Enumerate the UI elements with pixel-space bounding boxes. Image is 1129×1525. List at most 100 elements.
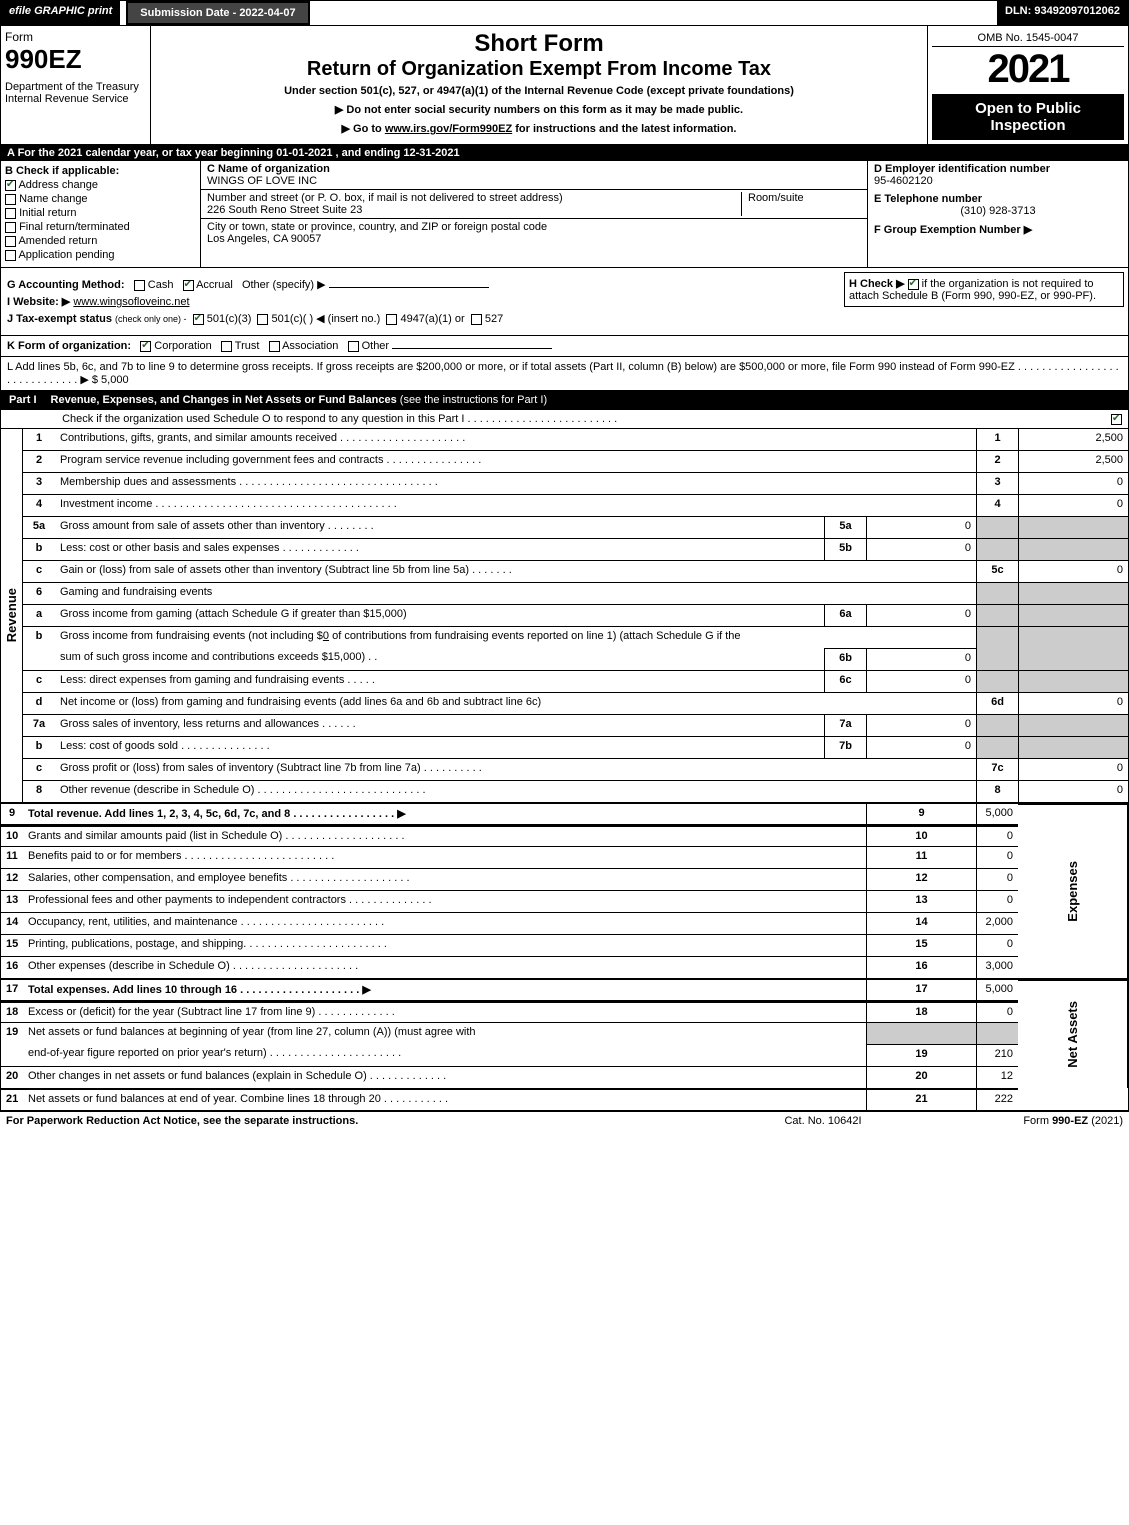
j-4947-checkbox-icon[interactable]: [386, 314, 397, 325]
row-rnum: 21: [866, 1088, 976, 1110]
row-desc: Net assets or fund balances at beginning…: [23, 1022, 866, 1044]
row-num: c: [23, 560, 55, 582]
l-text: L Add lines 5b, 6c, and 7b to line 9 to …: [7, 361, 1119, 386]
row-rnum-shade: [976, 582, 1018, 604]
k-other-checkbox-icon[interactable]: [348, 341, 359, 352]
l-value: 5,000: [101, 374, 129, 386]
cash-checkbox-icon[interactable]: [134, 280, 145, 291]
k-trust-checkbox-icon[interactable]: [221, 341, 232, 352]
j-501c-checkbox-icon[interactable]: [257, 314, 268, 325]
cb-application-pending[interactable]: Application pending: [5, 249, 196, 261]
row-desc: Contributions, gifts, grants, and simila…: [55, 428, 976, 450]
col-c: C Name of organization WINGS OF LOVE INC…: [201, 161, 868, 267]
row-rnum: 20: [866, 1066, 976, 1088]
row-num: b: [23, 538, 55, 560]
ghij-section: H Check ▶ if the organization is not req…: [0, 268, 1129, 336]
row-desc: Total expenses. Add lines 10 through 16 …: [23, 978, 866, 1000]
g-label: G Accounting Method:: [7, 279, 125, 291]
group-label: F Group Exemption Number ▶: [874, 224, 1032, 236]
j-501c3-checkbox-icon[interactable]: [193, 314, 204, 325]
row-val: 0: [1018, 494, 1128, 516]
j-4947: 4947(a)(1) or: [400, 313, 464, 325]
row-val: 2,500: [1018, 428, 1128, 450]
tel-row: E Telephone number (310) 928-3713: [874, 193, 1122, 217]
k-other-blank[interactable]: [392, 348, 552, 349]
row-desc: Other revenue (describe in Schedule O) .…: [55, 780, 976, 802]
j-527-checkbox-icon[interactable]: [471, 314, 482, 325]
revenue-category: Revenue: [1, 428, 23, 802]
website-link[interactable]: www.wingsofloveinc.net: [73, 296, 189, 308]
row-val: 0: [1018, 758, 1128, 780]
inst2-post: for instructions and the latest informat…: [512, 123, 736, 135]
row-rnum-shade: [976, 604, 1018, 626]
row-num: a: [23, 604, 55, 626]
inner-num: 5a: [824, 516, 866, 538]
row-rnum: 13: [866, 890, 976, 912]
cb-amended-return[interactable]: Amended return: [5, 235, 196, 247]
row-num: d: [23, 692, 55, 714]
row-num: 20: [1, 1066, 23, 1088]
row-desc: Occupancy, rent, utilities, and maintena…: [23, 912, 866, 934]
row-desc: Membership dues and assessments . . . . …: [55, 472, 976, 494]
cb-final-return[interactable]: Final return/terminated: [5, 221, 196, 233]
row-rnum: 4: [976, 494, 1018, 516]
org-address: 226 South Reno Street Suite 23: [207, 204, 362, 216]
header-right: OMB No. 1545-0047 2021 Open to Public In…: [928, 26, 1128, 144]
efile-label[interactable]: efile GRAPHIC print: [1, 1, 120, 25]
cb-name-change[interactable]: Name change: [5, 193, 196, 205]
tel-value: (310) 928-3713: [874, 205, 1122, 217]
row-num-blank: [23, 648, 55, 670]
cb-initial-return[interactable]: Initial return: [5, 207, 196, 219]
row-rnum: 8: [976, 780, 1018, 802]
net-assets-category: Net Assets: [1018, 978, 1128, 1088]
cb-address-change[interactable]: Address change: [5, 179, 196, 191]
instruction-2: ▶ Go to www.irs.gov/Form990EZ for instru…: [159, 122, 919, 135]
row-num: 15: [1, 934, 23, 956]
irs-link[interactable]: www.irs.gov/Form990EZ: [385, 123, 512, 135]
inner-num: 6c: [824, 670, 866, 692]
k-assoc: Association: [282, 340, 338, 352]
row-val: 2,500: [1018, 450, 1128, 472]
addr-label: Number and street (or P. O. box, if mail…: [207, 192, 563, 204]
row-num: c: [23, 670, 55, 692]
row-rnum: 3: [976, 472, 1018, 494]
part-i-checkbox-icon[interactable]: [1111, 414, 1122, 425]
k-assoc-checkbox-icon[interactable]: [269, 341, 280, 352]
k-trust: Trust: [235, 340, 260, 352]
row-rnum-shade: [976, 736, 1018, 758]
dln: DLN: 93492097012062: [997, 1, 1128, 25]
h-checkbox-icon[interactable]: [908, 279, 919, 290]
org-city-row: City or town, state or province, country…: [201, 219, 867, 247]
k-corp-checkbox-icon[interactable]: [140, 341, 151, 352]
row-num: 3: [23, 472, 55, 494]
org-addr-row: Number and street (or P. O. box, if mail…: [201, 190, 867, 219]
row-rnum: 18: [866, 1000, 976, 1022]
row-desc: Less: cost of goods sold . . . . . . . .…: [55, 736, 824, 758]
col-b: B Check if applicable: Address change Na…: [1, 161, 201, 267]
row-num: b: [23, 736, 55, 758]
row-val: 2,000: [976, 912, 1018, 934]
instruction-1: ▶ Do not enter social security numbers o…: [159, 103, 919, 116]
row-num: c: [23, 758, 55, 780]
checkbox-icon: [5, 250, 16, 261]
row-num: 18: [1, 1000, 23, 1022]
inner-num: 6a: [824, 604, 866, 626]
row-desc: Program service revenue including govern…: [55, 450, 976, 472]
g-other-blank[interactable]: [329, 287, 489, 288]
row-num: 7a: [23, 714, 55, 736]
part-i-check: Check if the organization used Schedule …: [0, 409, 1129, 428]
open-to-public: Open to Public Inspection: [932, 94, 1124, 140]
checkbox-icon: [5, 208, 16, 219]
row-val: 0: [976, 868, 1018, 890]
j-line: J Tax-exempt status (check only one) - 5…: [7, 312, 1122, 325]
row-rnum: 2: [976, 450, 1018, 472]
accrual-checkbox-icon[interactable]: [183, 280, 194, 291]
form-label: Form: [5, 30, 146, 44]
row-rnum-shade: [976, 516, 1018, 538]
row-rnum: 9: [866, 802, 976, 824]
row-rnum-shade: [976, 714, 1018, 736]
row-num: 16: [1, 956, 23, 978]
ein-row: D Employer identification number 95-4602…: [874, 163, 1122, 187]
inst2-pre: ▶ Go to: [342, 123, 385, 135]
row-val-shade: [1018, 582, 1128, 604]
